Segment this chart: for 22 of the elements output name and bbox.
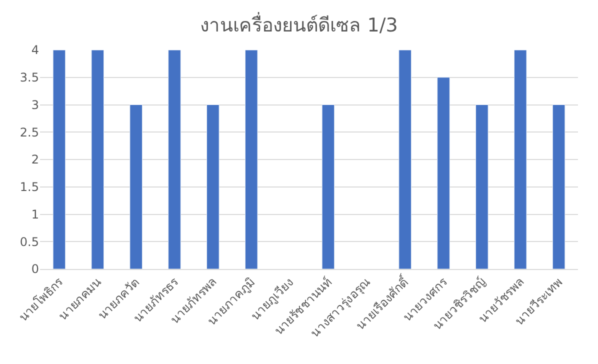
y-tick-label: 2 bbox=[31, 152, 39, 167]
bar bbox=[476, 104, 488, 269]
bar bbox=[168, 50, 181, 269]
y-tick-label: 0.5 bbox=[20, 234, 39, 249]
bar bbox=[514, 50, 527, 269]
bar bbox=[130, 104, 142, 269]
bar bbox=[52, 50, 66, 269]
bar bbox=[91, 50, 104, 269]
y-tick-label: 3 bbox=[31, 98, 39, 112]
bar bbox=[244, 50, 258, 269]
bar bbox=[552, 104, 566, 269]
bar bbox=[437, 77, 450, 269]
y-tick-label: 0 bbox=[31, 262, 39, 276]
y-tick-label: 2.5 bbox=[20, 125, 39, 140]
y-tick-label: 3.5 bbox=[20, 70, 39, 85]
bar bbox=[322, 104, 335, 269]
y-tick-label: 1 bbox=[31, 207, 39, 222]
bar bbox=[398, 50, 412, 269]
y-tick-label: 4 bbox=[31, 43, 39, 58]
bar bbox=[206, 104, 220, 269]
y-tick-label: 1.5 bbox=[20, 180, 39, 194]
chart-title: งานเครื่องยนต์ดีเซล 1/3 bbox=[200, 12, 398, 36]
